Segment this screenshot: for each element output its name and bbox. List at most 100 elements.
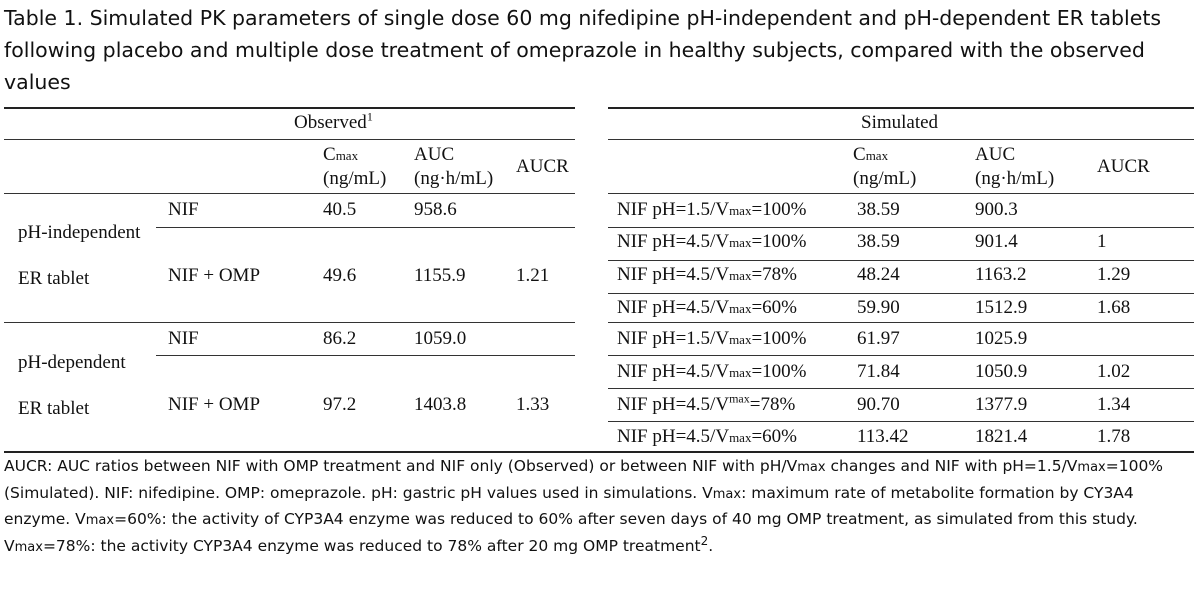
simulated-row-label-value: =100%: [751, 231, 807, 252]
simulated-cmax-unit: (ng/mL): [853, 168, 917, 189]
observed-header-rule: [4, 139, 575, 140]
simulated-row-label-value: =100%: [751, 328, 807, 349]
simulated-header-rule: [608, 139, 1194, 140]
simulated-row-label-sub: max: [729, 430, 752, 445]
simulated-row-auc: 1050.9: [975, 361, 1028, 382]
simulated-row-rule: [608, 421, 1194, 422]
observed-g2-r2-aucr: 1.33: [516, 394, 550, 415]
simulated-row-label: NIF pH=4.5/Vmax=78%: [617, 393, 795, 417]
footnote-part-1: AUCR: AUC ratios between NIF with OMP tr…: [4, 457, 798, 475]
footnote-part-4: : maximum rate of metabolite formation b…: [4, 483, 1134, 529]
footnote-sub-3: max: [712, 486, 742, 502]
observed-g1-r2-auc: 1155.9: [414, 265, 466, 286]
observed-g1-r2-aucr: 1.21: [516, 265, 550, 286]
simulated-row-cmax: 38.59: [857, 231, 900, 252]
simulated-row-label-text: NIF pH=4.5/V: [617, 361, 730, 382]
simulated-row-cmax: 48.24: [857, 264, 900, 285]
observed-header-text: Observed: [294, 112, 367, 133]
simulated-row-label-value: =100%: [751, 361, 807, 382]
simulated-auc-unit: (ng·h/mL): [975, 168, 1055, 189]
simulated-top-rule: [608, 107, 1194, 109]
observed-g1-r1-cmax: 40.5: [323, 199, 357, 220]
simulated-row-label-value: =60%: [751, 426, 797, 447]
simulated-row-label: NIF pH=4.5/Vmax=100%: [617, 230, 807, 255]
simulated-row-rule: [608, 227, 1194, 228]
simulated-row-auc: 901.4: [975, 231, 1018, 252]
observed-cmax-header-sub: max: [335, 148, 359, 163]
observed-group-1-label-line1: pH-independent: [18, 222, 141, 243]
observed-g2-row-rule: [156, 355, 575, 356]
footnote-part-6: =78%: the activity CYP3A4 enzyme was red…: [42, 536, 701, 555]
simulated-row-aucr: 1.02: [1097, 361, 1131, 382]
simulated-row-label-sup: max: [729, 391, 750, 406]
simulated-auc-header: AUC: [975, 144, 1016, 165]
observed-cmax-header-c: C: [323, 144, 336, 165]
observed-header: Observed1: [294, 111, 373, 135]
simulated-row-label-text: NIF pH=4.5/V: [617, 264, 730, 285]
simulated-row-aucr: 1: [1097, 231, 1107, 252]
simulated-row-label-value: =60%: [751, 297, 797, 318]
simulated-aucr-header: AUCR: [1097, 156, 1150, 177]
simulated-row-label-text: NIF pH=4.5/V: [617, 297, 730, 318]
simulated-row-label-sub: max: [729, 235, 752, 250]
observed-group-2-label-line2: ER tablet: [18, 398, 90, 419]
simulated-row-aucr: 1.68: [1097, 297, 1131, 318]
observed-auc-unit: (ng·h/mL): [414, 168, 494, 189]
observed-g1-row-rule: [156, 227, 575, 228]
simulated-row-aucr: 1.78: [1097, 426, 1131, 447]
simulated-cmax-header-sub: max: [865, 148, 889, 163]
observed-g2-r1-treatment: NIF: [168, 328, 199, 349]
simulated-row-label-sub: max: [729, 203, 752, 218]
observed-group-2-label-line1: pH-dependent: [18, 352, 126, 373]
simulated-row-rule: [608, 355, 1194, 356]
footnote-sub-2: max: [1077, 460, 1106, 475]
observed-group-1-label-line2: ER tablet: [18, 268, 90, 289]
simulated-row-label-sub: max: [729, 365, 752, 380]
table-caption: Table 1. Simulated PK parameters of sing…: [4, 6, 1162, 94]
observed-cmax-header: Cmax: [323, 143, 358, 168]
simulated-row-aucr: 1.34: [1097, 394, 1131, 415]
observed-group-rule: [4, 322, 575, 323]
simulated-row-label-text: NIF pH=4.5/V: [617, 231, 730, 252]
simulated-row-label: NIF pH=4.5/Vmax=100%: [617, 360, 807, 385]
simulated-row-label-value: =78%: [751, 264, 797, 285]
simulated-row-label-value: =78%: [749, 394, 796, 415]
observed-g2-r1-auc: 1059.0: [414, 328, 467, 349]
simulated-row-auc: 1377.9: [975, 394, 1028, 415]
footnote-ref: 2: [700, 533, 709, 548]
simulated-row-aucr: 1.29: [1097, 264, 1131, 285]
simulated-row-auc: 1025.9: [975, 328, 1028, 349]
simulated-row-label: NIF pH=4.5/Vmax=60%: [617, 296, 797, 321]
simulated-row-label: NIF pH=1.5/Vmax=100%: [617, 327, 807, 352]
simulated-row-label-text: NIF pH=4.5/V: [617, 394, 730, 415]
observed-col-rule: [4, 193, 575, 194]
observed-header-ref: 1: [366, 109, 373, 124]
simulated-row-label-text: NIF pH=1.5/V: [617, 199, 730, 220]
observed-g1-r1-auc: 958.6: [414, 199, 457, 220]
simulated-row-auc: 1821.4: [975, 426, 1028, 447]
simulated-header: Simulated: [861, 112, 939, 133]
table-bottom-rule: [4, 451, 1194, 453]
observed-g1-r2-cmax: 49.6: [323, 265, 357, 286]
observed-g2-r2-cmax: 97.2: [323, 394, 357, 415]
observed-g1-r1-treatment: NIF: [168, 199, 199, 220]
observed-cmax-unit: (ng/mL): [323, 168, 387, 189]
simulated-col-rule: [608, 193, 1194, 194]
footnote-part-3: =100% (Simulated). NIF: nifedipine. OMP:…: [4, 457, 1164, 502]
simulated-row-rule: [608, 388, 1194, 389]
simulated-row-label-sub: max: [729, 332, 752, 347]
simulated-row-label-text: NIF pH=1.5/V: [617, 328, 730, 349]
observed-auc-header: AUC: [414, 144, 455, 165]
footnote-sub-5: max: [14, 539, 43, 555]
simulated-cmax-header-c: C: [853, 144, 866, 165]
observed-g2-r1-cmax: 86.2: [323, 328, 357, 349]
simulated-row-label-sub: max: [729, 268, 752, 283]
footnote-sub-1: max: [797, 460, 826, 475]
footnote-part-2: changes and NIF with pH=1.5/V: [825, 457, 1078, 475]
observed-g2-r2-treatment: NIF + OMP: [168, 394, 261, 415]
observed-g2-r2-auc: 1403.8: [414, 394, 467, 415]
footnote-part-5: =60%: the activity of CYP3A4 enzyme was …: [4, 510, 1138, 555]
simulated-row-cmax: 59.90: [857, 297, 900, 318]
simulated-row-label: NIF pH=4.5/Vmax=78%: [617, 263, 797, 288]
simulated-row-auc: 1512.9: [975, 297, 1028, 318]
